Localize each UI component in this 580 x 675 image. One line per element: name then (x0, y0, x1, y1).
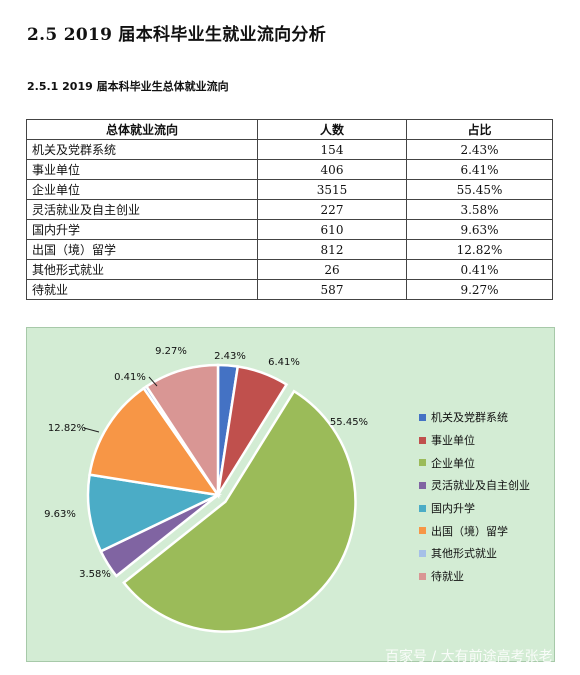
cell-name: 事业单位 (26, 159, 258, 180)
cell-name: 待就业 (26, 279, 258, 300)
cell-pct: 0.41% (406, 259, 553, 280)
cell-pct: 9.63% (406, 219, 553, 240)
legend-swatch (419, 504, 426, 512)
legend-label: 其他形式就业 (431, 547, 497, 561)
pie-slice (86, 473, 223, 553)
table-row: 待就业 587 9.27% (26, 279, 553, 300)
pie-chart: 2.43% 6.41% 55.45% 3.58% 9.63% 12.82% 0.41% 9.2… (26, 327, 555, 662)
header-percentage: 占比 (406, 119, 553, 140)
legend-swatch (419, 549, 426, 557)
slice-label: 2.43% (214, 351, 246, 362)
cell-name: 国内升学 (26, 219, 258, 240)
slice-label: 12.82% (48, 423, 86, 434)
legend-label: 待就业 (431, 570, 464, 584)
cell-count: 812 (257, 239, 407, 260)
section-heading: 2.5 2019 届本科毕业生就业流向分析 (27, 25, 327, 45)
cell-count: 610 (257, 219, 407, 240)
table-row: 出国（境）留学 812 12.82% (26, 239, 553, 260)
label-leader-line (83, 427, 100, 433)
table-row: 事业单位 406 6.41% (26, 159, 553, 180)
watermark: 百家号 / 大有前途高考张老 (385, 649, 553, 665)
pie-slice (144, 363, 220, 500)
pie-slice (216, 365, 289, 496)
cell-name: 其他形式就业 (26, 259, 258, 280)
slice-label: 6.41% (268, 357, 300, 368)
cell-count: 26 (257, 259, 407, 280)
cell-count: 154 (257, 139, 407, 160)
header-destination: 总体就业流向 (26, 119, 258, 140)
employment-table: 总体就业流向 人数 占比 机关及党群系统 154 2.43% 事业单位 406 6.41%… (26, 119, 553, 300)
cell-count: 587 (257, 279, 407, 300)
label-leader-line (148, 376, 158, 387)
legend-swatch (419, 527, 426, 535)
legend-item: 国内升学 (419, 497, 530, 520)
legend-swatch (419, 459, 426, 467)
table-row: 灵活就业及自主创业 227 3.58% (26, 199, 553, 220)
pie-slice (88, 386, 221, 497)
cell-name: 出国（境）留学 (26, 239, 258, 260)
table-row: 其他形式就业 26 0.41% (26, 259, 553, 280)
pie-slice (122, 389, 357, 633)
cell-count: 3515 (257, 179, 407, 200)
legend-label: 国内升学 (431, 502, 475, 516)
legend-swatch (419, 436, 426, 444)
slice-label: 9.63% (44, 509, 76, 520)
cell-count: 227 (257, 199, 407, 220)
cell-pct: 3.58% (406, 199, 553, 220)
legend-item: 出国（境）留学 (419, 519, 530, 542)
legend-item: 待就业 (419, 565, 530, 588)
slice-label: 55.45% (330, 417, 368, 428)
table-header-row: 总体就业流向 人数 占比 (26, 119, 553, 140)
legend-label: 事业单位 (431, 434, 475, 448)
legend-item: 灵活就业及自主创业 (419, 474, 530, 497)
cell-name: 机关及党群系统 (26, 139, 258, 160)
cell-pct: 2.43% (406, 139, 553, 160)
cell-name: 灵活就业及自主创业 (26, 199, 258, 220)
cell-pct: 12.82% (406, 239, 553, 260)
chart-legend: 机关及党群系统 事业单位企业单位灵活就业及自主创业 国内升学出国（境）留学 其他形式就… (419, 406, 530, 588)
pie-chart-svg: 2.43% 6.41% 55.45% 3.58% 9.63% 12.82% 0.41% 9.2… (44, 346, 368, 633)
slice-label: 3.58% (79, 569, 111, 580)
legend-swatch (419, 481, 426, 489)
table-row: 国内升学 610 9.63% (26, 219, 553, 240)
legend-label: 灵活就业及自主创业 (431, 479, 530, 493)
table-row: 企业单位 3515 55.45% (26, 179, 553, 200)
slice-label: 9.27% (155, 346, 187, 357)
slice-label: 0.41% (114, 372, 146, 383)
legend-label: 企业单位 (431, 456, 475, 470)
cell-pct: 9.27% (406, 279, 553, 300)
legend-label: 出国（境）留学 (431, 524, 508, 538)
legend-item: 企业单位 (419, 451, 530, 474)
legend-swatch (419, 413, 426, 421)
subsection-heading: 2.5.1 2019 届本科毕业生总体就业流向 (27, 80, 229, 93)
legend-item: 事业单位 (419, 429, 530, 452)
table-row: 机关及党群系统 154 2.43% (26, 139, 553, 160)
legend-item: 机关及党群系统 (419, 406, 530, 429)
legend-swatch (419, 572, 426, 580)
cell-pct: 55.45% (406, 179, 553, 200)
cell-name: 企业单位 (26, 179, 258, 200)
legend-label: 机关及党群系统 (431, 411, 508, 425)
legend-item: 其他形式就业 (419, 542, 530, 565)
header-count: 人数 (257, 119, 407, 140)
cell-count: 406 (257, 159, 407, 180)
cell-pct: 6.41% (406, 159, 553, 180)
